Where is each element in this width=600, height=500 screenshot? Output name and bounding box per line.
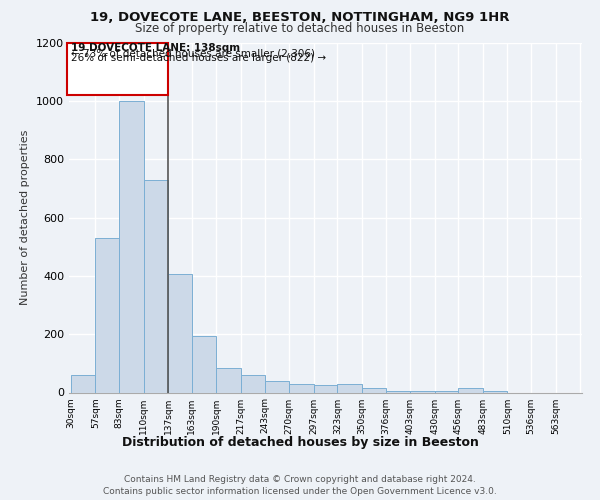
Bar	[458, 388, 483, 392]
Text: Contains HM Land Registry data © Crown copyright and database right 2024.: Contains HM Land Registry data © Crown c…	[124, 476, 476, 484]
Y-axis label: Number of detached properties: Number of detached properties	[20, 130, 31, 305]
Bar	[71, 375, 95, 392]
Bar	[483, 391, 508, 392]
Bar	[434, 391, 458, 392]
Bar	[168, 274, 192, 392]
Bar	[192, 336, 217, 392]
Text: ← 73% of detached houses are smaller (2,306): ← 73% of detached houses are smaller (2,…	[71, 48, 315, 58]
Bar	[217, 368, 241, 392]
Text: 26% of semi-detached houses are larger (822) →: 26% of semi-detached houses are larger (…	[71, 54, 326, 64]
Bar	[337, 384, 362, 392]
Text: Size of property relative to detached houses in Beeston: Size of property relative to detached ho…	[136, 22, 464, 35]
Bar	[362, 388, 386, 392]
Bar	[95, 238, 119, 392]
Bar	[241, 375, 265, 392]
Bar	[119, 101, 143, 392]
Text: Contains public sector information licensed under the Open Government Licence v3: Contains public sector information licen…	[103, 486, 497, 496]
Bar	[67, 42, 168, 95]
Bar	[386, 391, 410, 392]
Text: Distribution of detached houses by size in Beeston: Distribution of detached houses by size …	[122, 436, 478, 449]
Text: 19, DOVECOTE LANE, BEESTON, NOTTINGHAM, NG9 1HR: 19, DOVECOTE LANE, BEESTON, NOTTINGHAM, …	[90, 11, 510, 24]
Bar	[314, 385, 337, 392]
Bar	[265, 381, 289, 392]
Bar	[143, 180, 168, 392]
Text: 19 DOVECOTE LANE: 138sqm: 19 DOVECOTE LANE: 138sqm	[71, 44, 240, 54]
Bar	[410, 391, 434, 392]
Bar	[289, 384, 314, 392]
